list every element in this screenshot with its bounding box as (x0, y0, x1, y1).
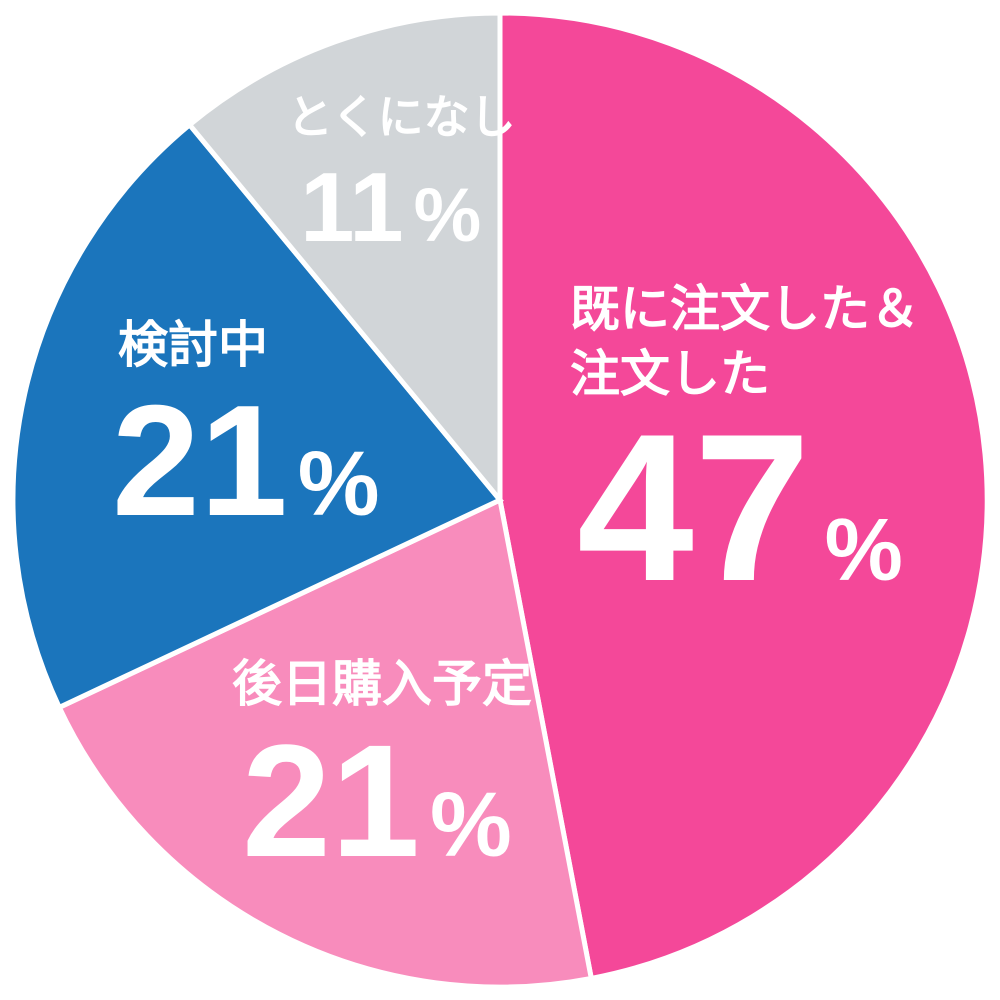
slice-percentage-number: 21 (242, 711, 420, 890)
slice-value-purchase-later: 21 % (242, 721, 512, 881)
pie-slice-purchase-later (55, 496, 595, 990)
slice-label-none-in-particular: とくになし (287, 88, 516, 148)
percent-sign: % (413, 173, 482, 258)
pie-slice-already-ordered (497, 10, 990, 982)
pie-slice-considering (10, 121, 504, 711)
slice-label-line: 検討中 (118, 317, 268, 373)
slice-label-already-ordered: 既に注文した＆ 注文した (570, 277, 920, 407)
slice-label-line: 既に注文した＆ (570, 281, 920, 337)
slice-label-considering: 検討中 (118, 313, 268, 378)
slice-percentage-number: 21 (112, 373, 288, 549)
pie-slice-none-in-particular (186, 10, 503, 507)
slice-label-line: 後日購入予定 (232, 656, 532, 712)
percent-sign: % (297, 433, 380, 535)
slice-value-considering: 21 % (112, 382, 380, 540)
slice-label-line: とくになし (287, 91, 516, 143)
percent-sign: % (824, 500, 903, 599)
percent-sign: % (429, 774, 512, 876)
slice-label-line: 注文した (570, 346, 770, 402)
slice-value-none-in-particular: 11 % (300, 158, 481, 256)
slice-label-purchase-later: 後日購入予定 (232, 652, 532, 717)
slice-percentage-number: 11 (300, 152, 404, 262)
slice-value-already-ordered: 47 % (577, 403, 903, 613)
slice-percentage-number: 47 (577, 390, 811, 625)
